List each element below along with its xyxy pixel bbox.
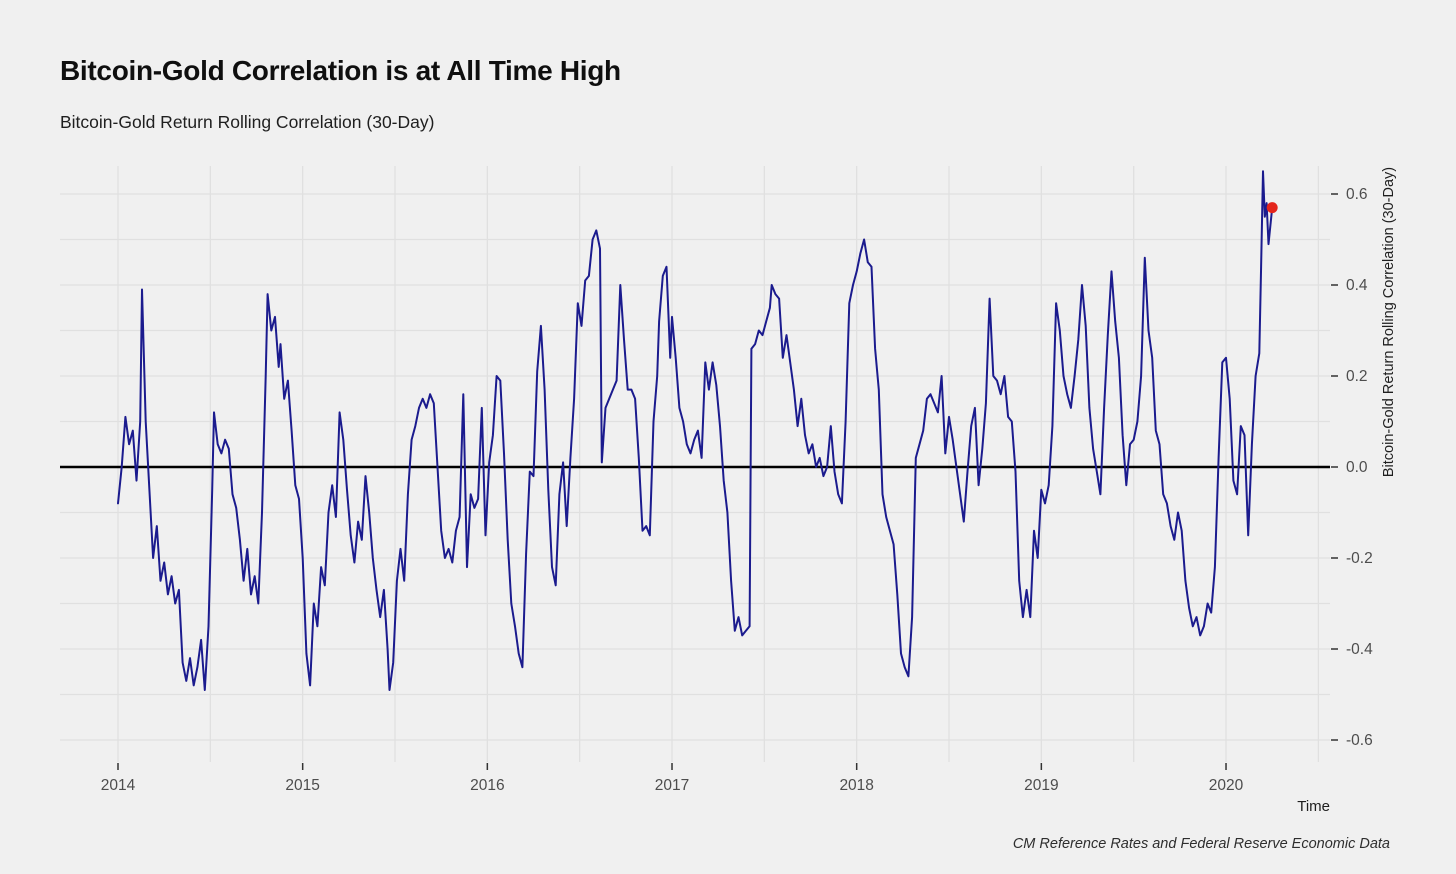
data-source-caption: CM Reference Rates and Federal Reserve E… bbox=[1012, 836, 1390, 852]
x-axis-tick-label: 2017 bbox=[655, 777, 689, 794]
y-axis-title: Bitcoin-Gold Return Rolling Correlation … bbox=[1381, 166, 1397, 478]
chart-title: Bitcoin-Gold Correlation is at All Time … bbox=[60, 55, 621, 86]
chart-subtitle: Bitcoin-Gold Return Rolling Correlation … bbox=[60, 112, 435, 132]
y-axis-tick-label: -0.6 bbox=[1346, 732, 1373, 749]
y-axis-tick-label: -0.4 bbox=[1346, 641, 1373, 658]
x-axis-tick-label: 2018 bbox=[839, 777, 873, 794]
x-axis-tick-label: 2019 bbox=[1024, 777, 1058, 794]
x-axis-title: Time bbox=[1297, 798, 1330, 815]
correlation-series-line bbox=[117, 170, 1274, 691]
y-axis-tick-label: 0.2 bbox=[1346, 368, 1368, 385]
x-axis-tick-label: 2020 bbox=[1209, 777, 1244, 794]
x-axis-tick-label: 2014 bbox=[101, 777, 136, 794]
x-axis-tick-label: 2016 bbox=[470, 777, 504, 794]
y-axis-tick-label: 0.6 bbox=[1346, 186, 1368, 203]
y-axis-tick-label: -0.2 bbox=[1346, 550, 1373, 567]
x-axis-tick-label: 2015 bbox=[285, 777, 319, 794]
latest-point-marker bbox=[1266, 202, 1278, 214]
y-axis-tick-label: 0.4 bbox=[1346, 277, 1368, 294]
y-axis-tick-label: 0.0 bbox=[1346, 459, 1368, 476]
